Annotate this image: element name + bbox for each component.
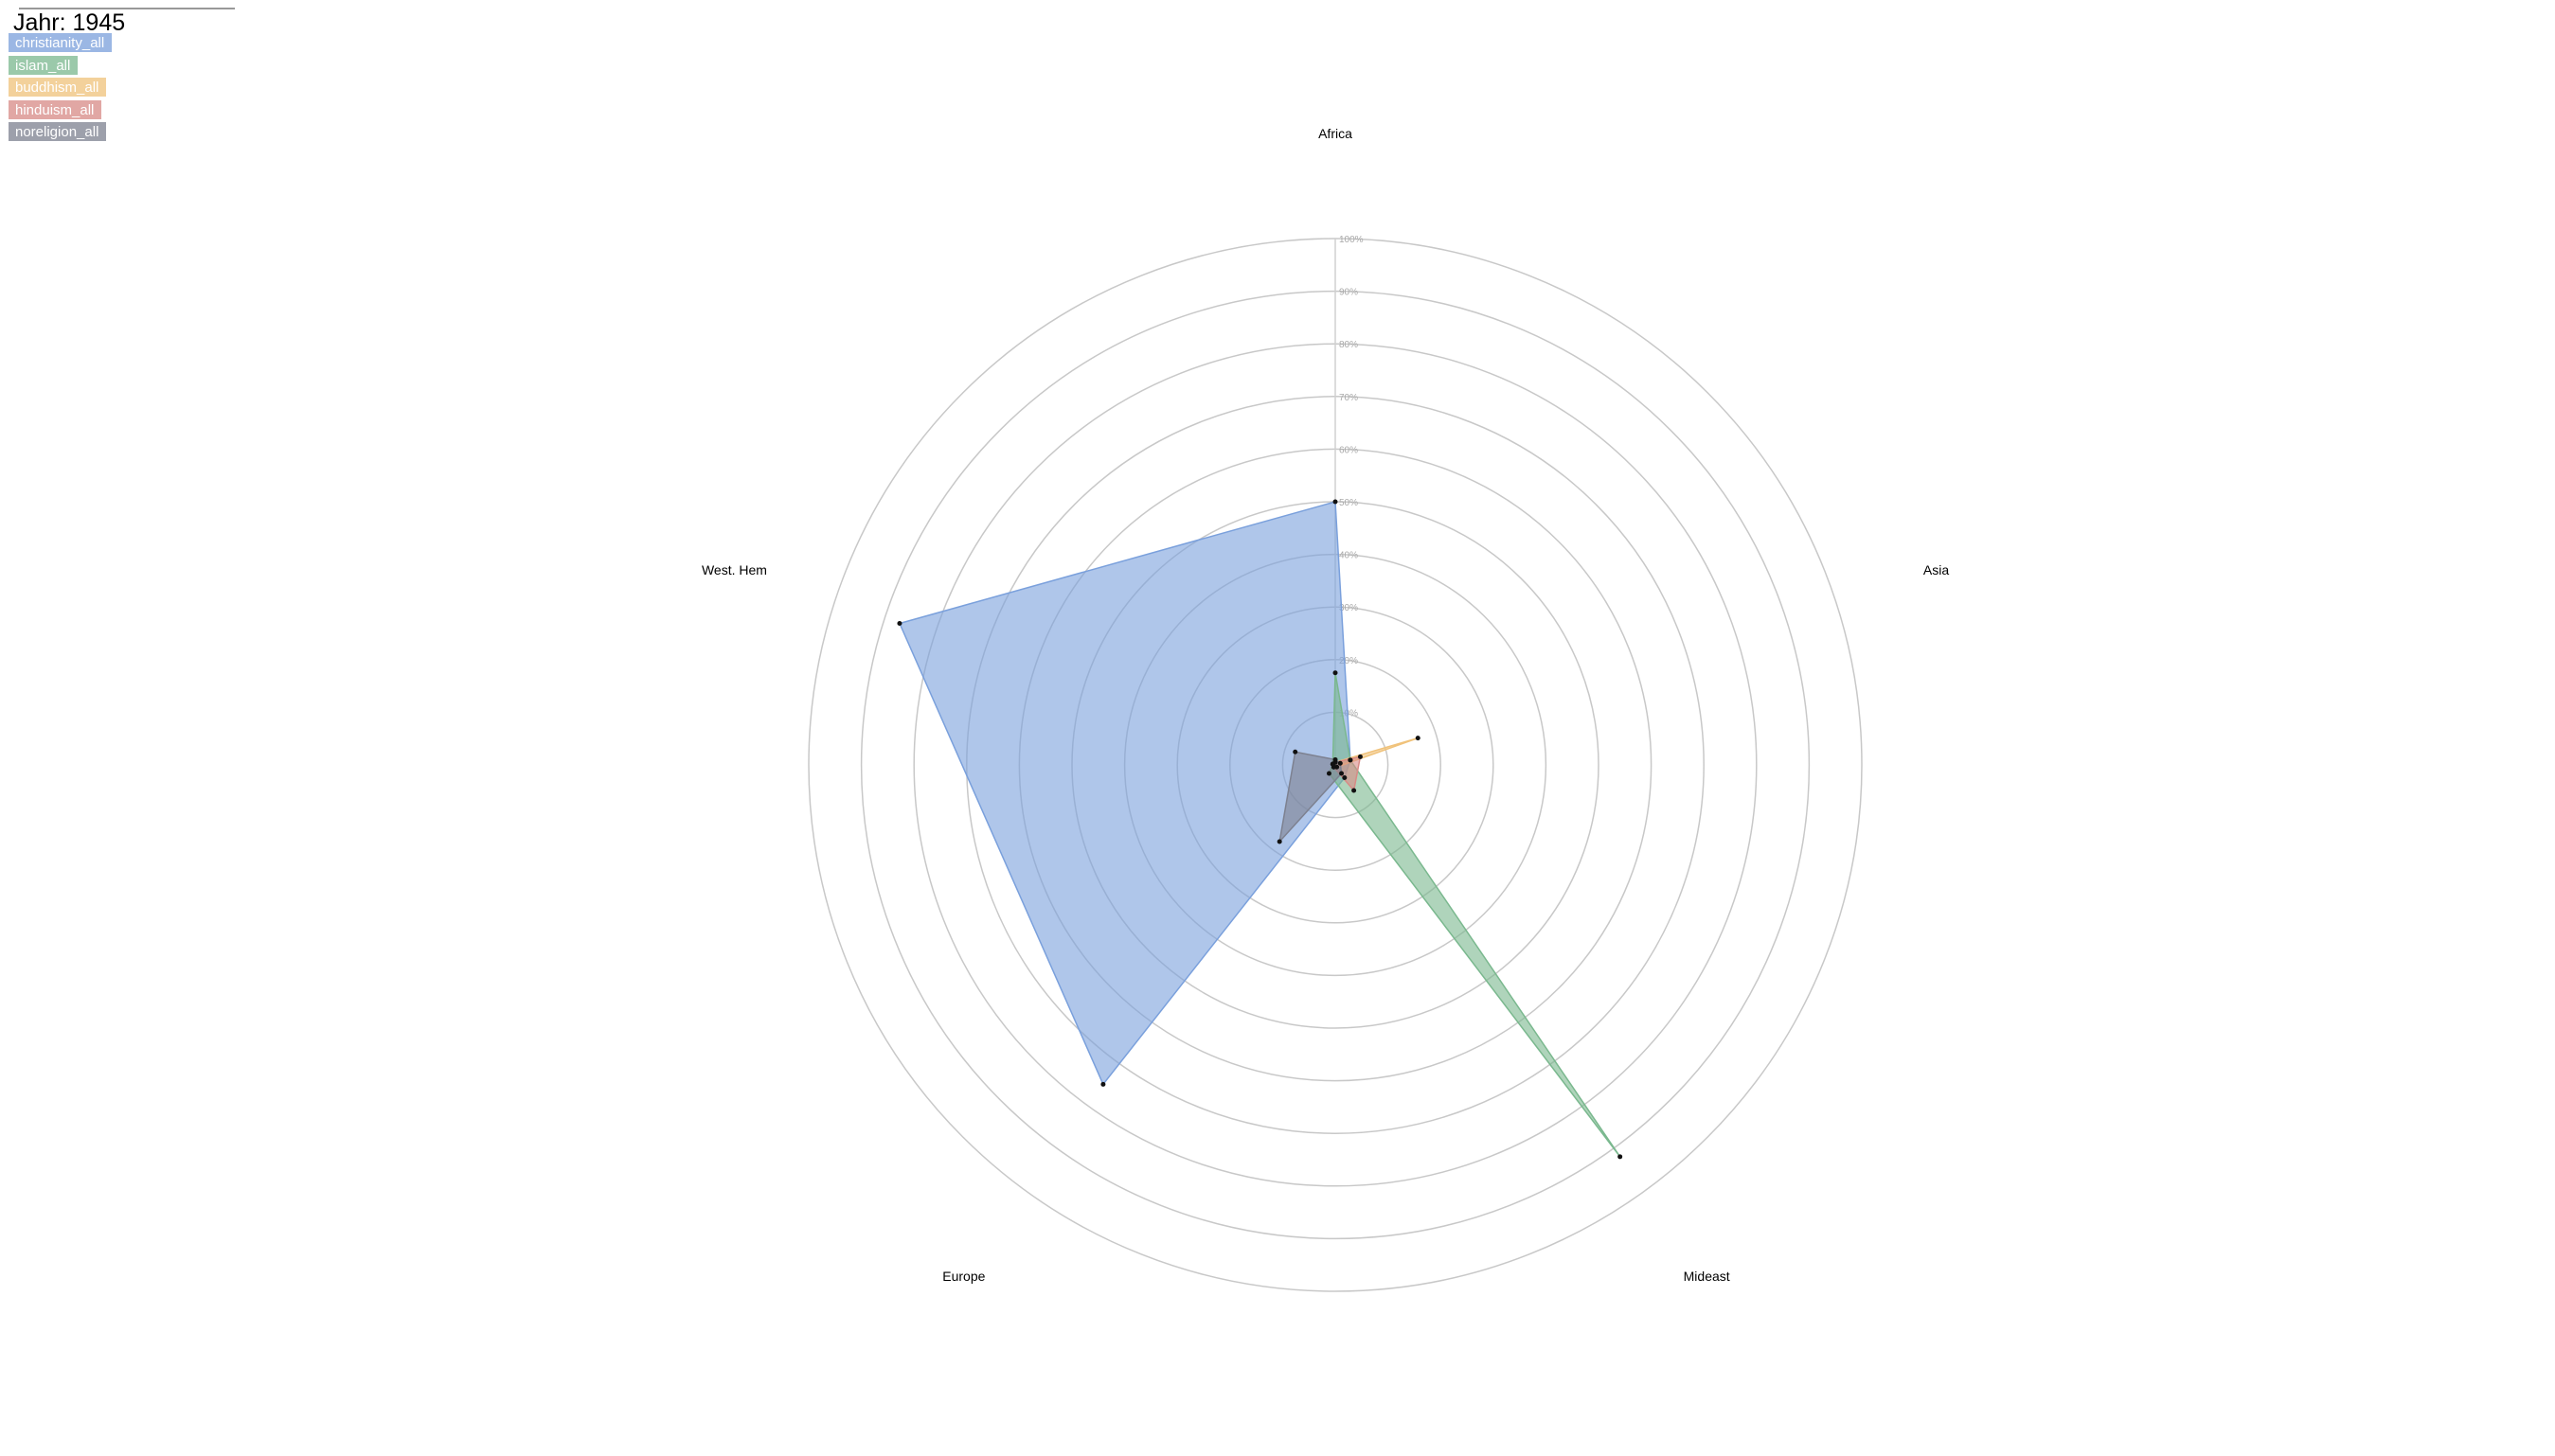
axis-label: Asia (1923, 562, 1949, 577)
data-point (1339, 771, 1345, 776)
r-tick-label: 30% (1339, 603, 1358, 613)
r-tick-label: 80% (1339, 340, 1358, 350)
r-tick-label: 20% (1339, 656, 1358, 666)
data-point (897, 621, 902, 627)
axis-label: Africa (1318, 126, 1352, 141)
axis-label: Mideast (1684, 1269, 1730, 1284)
data-point (1617, 1154, 1623, 1160)
r-tick-label: 50% (1339, 498, 1358, 508)
series-area (1328, 672, 1621, 1158)
data-point (1332, 499, 1338, 505)
data-point (1332, 756, 1338, 762)
legend-item[interactable]: christianity_all (9, 33, 113, 52)
r-tick-label: 100% (1339, 235, 1364, 245)
data-point (1342, 774, 1348, 780)
series-area (898, 501, 1351, 1086)
data-point (1357, 754, 1363, 759)
axis-label: Europe (942, 1269, 985, 1284)
data-point (1332, 670, 1338, 676)
data-point (1348, 757, 1353, 763)
data-point (1293, 749, 1298, 755)
legend-item[interactable]: islam_all (9, 55, 79, 75)
data-point (1100, 1081, 1106, 1087)
data-point (1415, 736, 1420, 741)
data-point (1351, 788, 1357, 793)
data-point (1330, 761, 1335, 767)
data-point (1337, 760, 1343, 766)
r-tick-label: 70% (1339, 393, 1358, 403)
data-point (1326, 771, 1331, 776)
r-tick-label: 40% (1339, 551, 1358, 561)
r-tick-label: 10% (1339, 708, 1358, 719)
data-point (1277, 839, 1282, 844)
legend-item[interactable]: buddhism_all (9, 78, 107, 97)
axis-label: West. Hem (702, 562, 767, 577)
legend-item[interactable]: hinduism_all (9, 99, 102, 119)
legend-item[interactable]: noreligion_all (9, 122, 107, 141)
chart-title: Jahr: 1945 (13, 9, 126, 36)
r-tick-label: 90% (1339, 288, 1358, 298)
year-slider[interactable] (19, 8, 235, 9)
r-tick-label: 60% (1339, 445, 1358, 455)
